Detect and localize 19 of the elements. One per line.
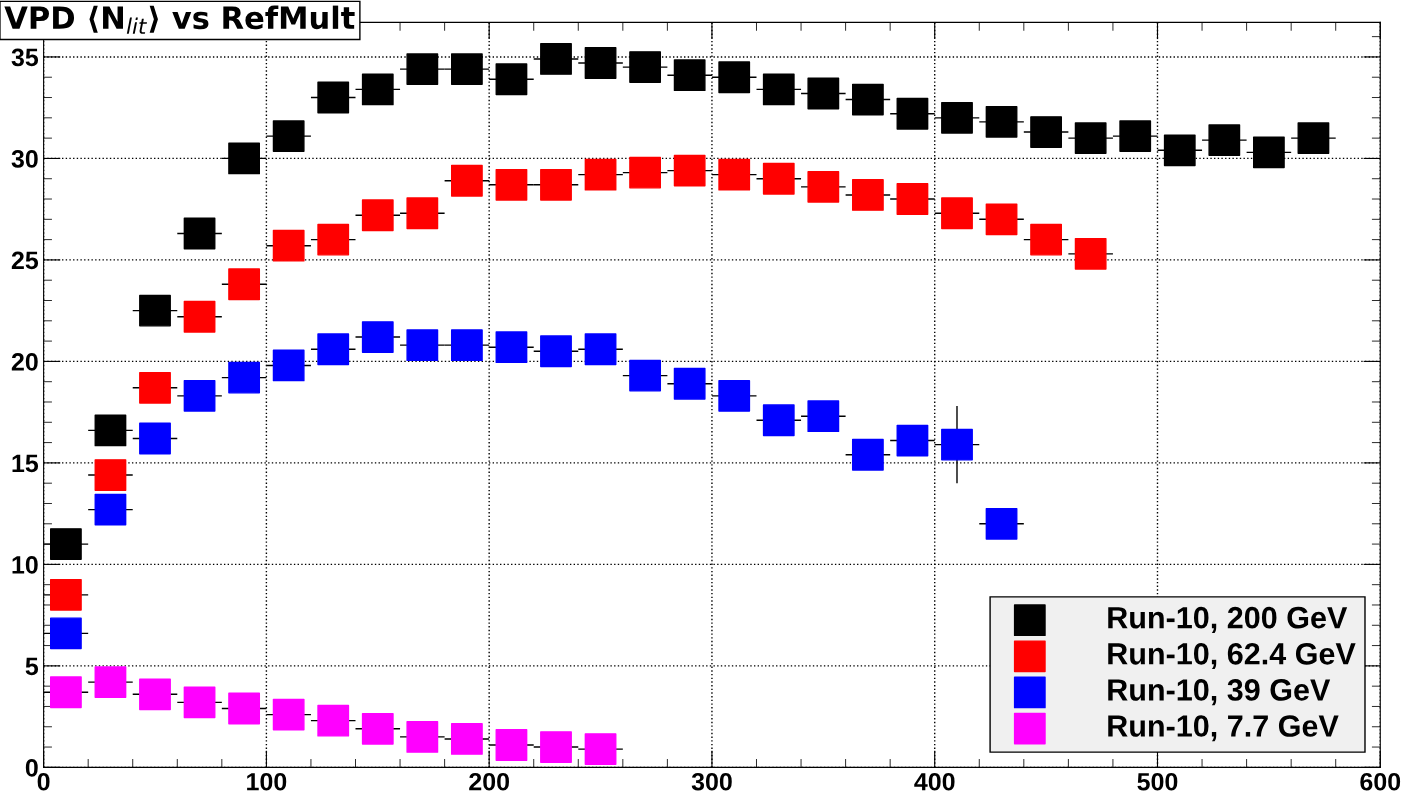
legend-label: Run-10, 200 GeV <box>1108 606 1348 633</box>
chart-title: VPD ⟨N$_{lit}$⟩ vs RefMult <box>4 5 355 34</box>
x-tick-label: 200 <box>469 772 509 791</box>
y-tick-label: 25 <box>11 251 39 270</box>
y-tick-label: 35 <box>11 48 39 67</box>
x-tick-label: 500 <box>1137 772 1178 791</box>
legend-label: Run-10, 62.4 GeV <box>1108 642 1356 670</box>
y-tick-label: 10 <box>12 555 38 574</box>
legend-label: Run-10, 39 GeV <box>1108 679 1331 706</box>
y-tick-label: 20 <box>11 353 38 371</box>
y-tick-label: 15 <box>12 454 39 473</box>
x-tick-label: 600 <box>1360 772 1401 791</box>
x-tick-label: 300 <box>691 772 732 791</box>
y-tick-label: 30 <box>11 150 38 168</box>
y-tick-label: 5 <box>25 657 39 676</box>
legend-label: Run-10, 7.7 GeV <box>1108 715 1339 742</box>
x-tick-label: 400 <box>914 772 955 791</box>
y-tick-label: 0 <box>25 758 38 777</box>
x-tick-label: 100 <box>247 772 287 791</box>
